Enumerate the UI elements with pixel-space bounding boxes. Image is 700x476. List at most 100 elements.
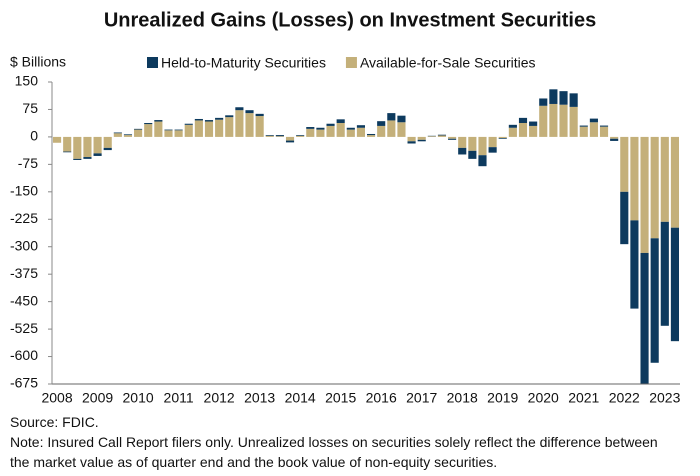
- bar-segment: [204, 120, 214, 122]
- x-tick-label: 2012: [204, 390, 235, 406]
- x-tick-label: 2023: [649, 390, 680, 406]
- bar-segment: [610, 138, 619, 141]
- bar-segment: [346, 129, 355, 137]
- bar-segment: [569, 93, 578, 107]
- bar-segment: [265, 135, 274, 137]
- y-axis-label: $ Billions: [10, 54, 66, 70]
- x-tick-label: 2022: [609, 390, 640, 406]
- bar-segment: [397, 122, 406, 137]
- bar-segment: [63, 151, 72, 153]
- y-tick-label: 0: [30, 128, 38, 144]
- bar-segment: [579, 125, 588, 127]
- x-tick-label: 2016: [366, 390, 397, 406]
- bar-segment: [589, 122, 598, 137]
- bar-segment: [458, 147, 467, 155]
- bar-segment: [620, 191, 629, 245]
- x-tick-label: 2019: [487, 390, 518, 406]
- bar-segment: [529, 121, 538, 126]
- bar-segment: [539, 98, 548, 106]
- y-tick-label: -450: [10, 292, 38, 308]
- bar-segment: [73, 158, 82, 160]
- bar-segment: [417, 136, 426, 140]
- bar-segment: [296, 135, 305, 137]
- bar-segment: [367, 135, 376, 137]
- bar-segment: [670, 136, 679, 228]
- x-tick-label: 2015: [325, 390, 356, 406]
- bar-segment: [306, 127, 315, 129]
- bar-segment: [285, 140, 295, 143]
- bar-segment: [164, 130, 173, 137]
- y-tick-label: -525: [10, 320, 38, 336]
- bar-segment: [539, 105, 548, 137]
- bar-segment: [123, 135, 133, 137]
- bar-segment: [255, 116, 264, 137]
- bar-segment: [660, 221, 669, 326]
- bar-segment: [549, 103, 558, 137]
- bar-segment: [559, 104, 568, 137]
- bar-segment: [326, 123, 335, 126]
- bar-segment: [285, 136, 295, 141]
- bar-segment: [640, 136, 649, 253]
- bar-segment: [670, 227, 679, 342]
- bar-segment: [448, 136, 457, 139]
- bar-segment: [113, 132, 122, 134]
- bar-segment: [316, 127, 325, 130]
- bar-segment: [427, 136, 436, 137]
- bar-segment: [437, 135, 447, 137]
- x-tick-label: 2009: [82, 390, 113, 406]
- x-tick-label: 2010: [123, 390, 154, 406]
- bar-segment: [529, 125, 538, 137]
- bar-segment: [569, 106, 578, 137]
- bar-segment: [83, 157, 92, 159]
- bar-segment: [336, 119, 345, 123]
- bar-segment: [630, 136, 639, 221]
- bar-segment: [610, 136, 619, 139]
- bar-segment: [154, 120, 163, 122]
- bar-segment: [650, 136, 659, 239]
- x-tick-label: 2021: [568, 390, 599, 406]
- bar-segment: [83, 136, 92, 158]
- bar-segment: [113, 133, 122, 137]
- bar-segment: [53, 136, 62, 143]
- bar-segment: [215, 117, 224, 120]
- bar-segment: [549, 89, 558, 104]
- bar-segment: [397, 115, 406, 123]
- bar-segment: [174, 130, 183, 137]
- bar-segment: [387, 120, 396, 137]
- y-tick-label: -675: [10, 375, 38, 391]
- bar-segment: [407, 136, 416, 142]
- bar-segment: [478, 136, 487, 156]
- bar-segment: [508, 124, 517, 128]
- x-tick-label: 2014: [285, 390, 316, 406]
- bar-segment: [488, 136, 497, 148]
- bar-segment: [123, 134, 133, 136]
- bar-segment: [144, 124, 153, 137]
- y-tick-label: 75: [22, 100, 38, 116]
- bar-segment: [215, 119, 224, 137]
- chart-title: Unrealized Gains (Losses) on Investment …: [104, 9, 596, 31]
- bar-segment: [518, 122, 528, 137]
- bar-segment: [468, 150, 477, 159]
- bar-segment: [508, 127, 517, 137]
- bar-segment: [326, 125, 335, 137]
- bar-segment: [468, 136, 477, 151]
- source: Source: FDIC.: [10, 414, 99, 430]
- bar-segment: [245, 110, 254, 114]
- legend-swatch: [147, 57, 158, 68]
- bar-segment: [134, 129, 143, 137]
- bar-segment: [417, 139, 426, 142]
- bar-segment: [73, 136, 82, 159]
- bar-segment: [93, 153, 102, 156]
- bar-segment: [498, 136, 507, 139]
- bar-segment: [377, 121, 386, 126]
- bar-segment: [640, 252, 649, 384]
- bar-segment: [316, 129, 325, 137]
- bar-segment: [620, 136, 629, 192]
- bar-segment: [63, 136, 72, 152]
- bar-segment: [589, 118, 598, 123]
- bar-segment: [518, 117, 528, 123]
- x-tick-label: 2018: [447, 390, 478, 406]
- bar-segment: [184, 124, 193, 137]
- bar-segment: [498, 138, 507, 139]
